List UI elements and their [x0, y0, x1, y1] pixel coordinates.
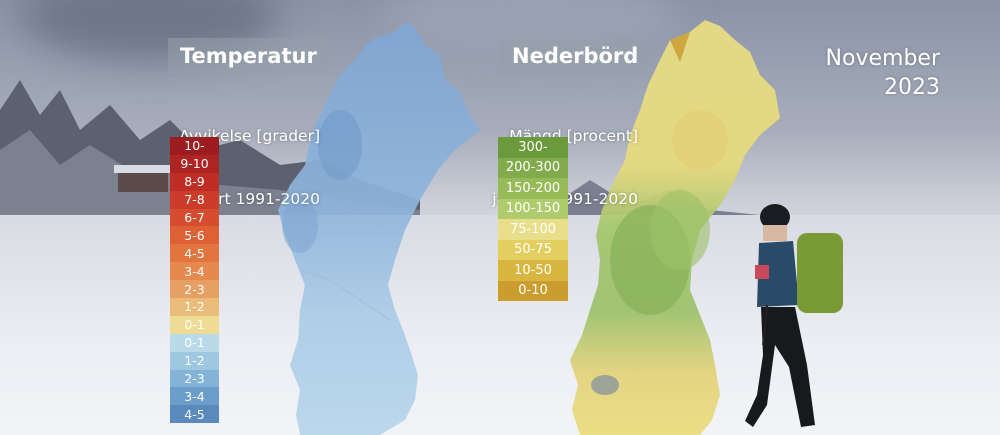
precipitation-subtitle: Mängd [procent] jämfört 1991-2020 [492, 84, 638, 252]
temperature-legend-item: 3-4 [170, 387, 219, 406]
temperature-legend-item: 7-8 [170, 190, 219, 209]
period-month: November [825, 46, 940, 71]
temperature-legend-item: 2-3 [170, 369, 219, 388]
temperature-legend-item: 10- [170, 137, 219, 155]
skater-figure [745, 204, 843, 427]
temperature-legend-item: 0-1 [170, 333, 219, 352]
precipitation-legend-item: 10-50 [498, 260, 568, 281]
precipitation-legend-item: 0-10 [498, 280, 568, 301]
precipitation-legend-item: 100-150 [498, 198, 568, 219]
temperature-legend-item: 1-2 [170, 351, 219, 370]
temperature-legend-item: 5-6 [170, 226, 219, 245]
period-year: 2023 [884, 75, 940, 100]
precipitation-legend-item: 150-200 [498, 178, 568, 199]
temperature-legend-item: 1-2 [170, 298, 219, 316]
temperature-legend-item: 2-3 [170, 280, 219, 299]
temperature-legend-item: 6-7 [170, 208, 219, 227]
temperature-legend-item: 3-4 [170, 262, 219, 281]
temperature-legend-item: 4-5 [170, 405, 219, 424]
temperature-legend: 10- 9-10 8-9 7-8 6-7 5-6 4-5 3-4 2-3 1-2 0-1 0-1 1-2… [170, 137, 219, 424]
temperature-legend-item: 4-5 [170, 244, 219, 263]
precipitation-legend: 300- 200-300 150-200 100-150 75-100 50-75 10-5… [498, 137, 568, 301]
period-label: November 2023 [826, 44, 940, 102]
temperature-legend-item: 9-10 [170, 154, 219, 173]
precipitation-legend-item: 300- [498, 137, 568, 158]
precipitation-legend-item: 75-100 [498, 219, 568, 240]
precipitation-title: Nederbörd [500, 38, 651, 74]
temperature-title: Temperatur [168, 38, 329, 74]
temperature-legend-item: 0-1 [170, 315, 219, 334]
temperature-legend-item: 8-9 [170, 172, 219, 191]
precipitation-legend-item: 200-300 [498, 157, 568, 178]
precipitation-legend-item: 50-75 [498, 239, 568, 260]
